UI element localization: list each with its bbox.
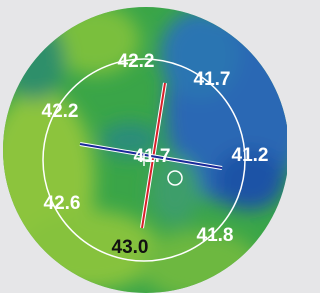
topography-view: 42.2 41.7 42.2 41.7 41.2 42.6 41.8 43.0 bbox=[0, 0, 287, 293]
reading: 43.0 bbox=[112, 237, 149, 258]
reading: 41.7 bbox=[134, 146, 171, 167]
reading: 42.6 bbox=[44, 193, 81, 214]
reading: 41.2 bbox=[232, 145, 269, 166]
reading: 42.2 bbox=[118, 51, 155, 72]
reading: 42.2 bbox=[42, 101, 79, 122]
reading: 41.7 bbox=[194, 69, 231, 90]
reading: 41.8 bbox=[197, 225, 234, 246]
